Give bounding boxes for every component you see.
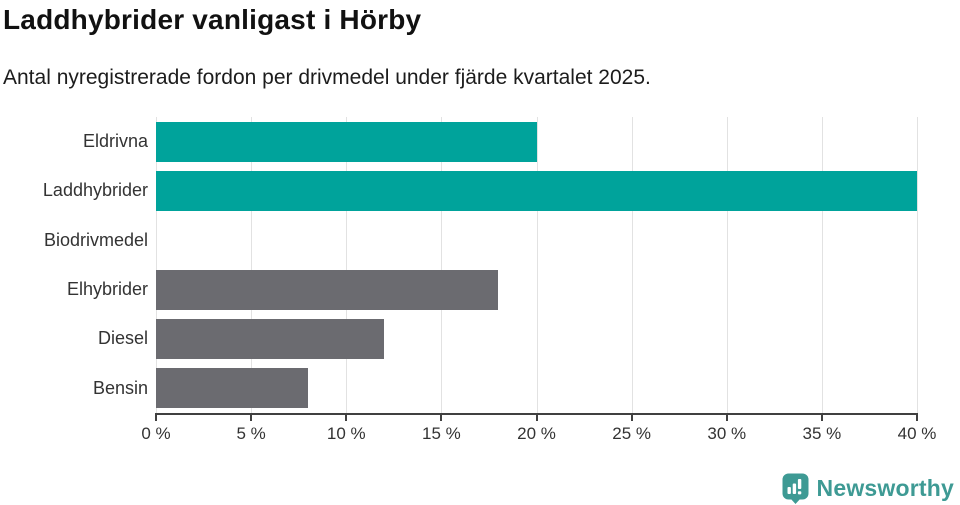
axis-tick (630, 415, 633, 421)
category-label: Eldrivna (82, 131, 148, 152)
axis-tick-label: 25 % (612, 424, 651, 443)
category-axis: Eldrivna Laddhybrider Biodrivmedel Elhybrid… (0, 117, 148, 413)
axis-tick (250, 415, 253, 421)
bar-row (156, 117, 917, 166)
bar (156, 170, 917, 211)
newsworthy-logo: Newsworthy (782, 473, 954, 504)
gridline (441, 117, 443, 413)
bar (156, 269, 499, 310)
axis-tick-label: 5 % (236, 424, 266, 443)
axis-tick-label: 20 % (517, 424, 556, 443)
bar (156, 368, 309, 409)
gridline (821, 117, 823, 413)
axis-tick (440, 415, 443, 421)
bar-row (156, 265, 917, 314)
gridline (631, 117, 633, 413)
bar-row (156, 364, 917, 413)
axis-tick-label: 15 % (422, 424, 461, 443)
bar (156, 121, 537, 162)
gridline (536, 117, 538, 413)
gridline (346, 117, 348, 413)
axis-tick-label: 40 % (897, 424, 937, 443)
axis-tick (820, 415, 823, 421)
brand-name: Newsworthy (816, 475, 954, 501)
bar-row (156, 314, 917, 363)
axis-tick-label: 0 % (141, 424, 171, 443)
bar-row (156, 216, 917, 265)
gridline (726, 117, 728, 413)
page-title: Laddhybrider vanligast i Hörby (3, 4, 422, 35)
newsworthy-bar-chart-bubble-icon (782, 473, 809, 504)
axis-tick (916, 415, 918, 421)
x-axis-line (155, 413, 918, 415)
bar-series (156, 117, 917, 413)
gridline (251, 117, 253, 413)
axis-tick (345, 415, 348, 421)
bar (156, 318, 385, 359)
axis-tick-label: 30 % (707, 424, 747, 443)
axis-tick (155, 415, 157, 421)
chart-subtitle: Antal nyregistrerade fordon per drivmede… (3, 66, 651, 89)
gridline (917, 117, 918, 413)
axis-tick-label: 35 % (802, 424, 842, 443)
category-label: Bensin (92, 377, 148, 398)
axis-tick (725, 415, 728, 421)
category-label: Elhybrider (66, 279, 148, 300)
plot-area (156, 117, 918, 413)
category-label: Biodrivmedel (43, 229, 148, 250)
axis-tick (535, 415, 538, 421)
category-label: Diesel (97, 328, 148, 349)
category-label: Laddhybrider (42, 180, 148, 201)
bar-row (156, 166, 917, 215)
gridline (156, 117, 157, 413)
axis-tick-label: 10 % (326, 424, 366, 443)
